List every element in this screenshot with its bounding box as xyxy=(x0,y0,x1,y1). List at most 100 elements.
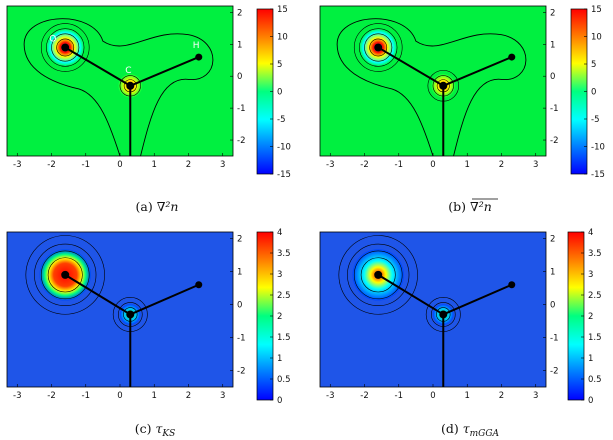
caption: (a) ∇²n xyxy=(136,199,179,214)
contour-line xyxy=(34,243,97,306)
x-tick-label: 3 xyxy=(533,391,538,401)
x-tick-label: 1 xyxy=(465,160,470,170)
colorbar-tick-label: 5 xyxy=(591,60,596,70)
y-tick-label: 2 xyxy=(550,235,555,245)
colorbar-tick-label: 1 xyxy=(588,354,593,364)
zero-contour xyxy=(23,18,214,157)
oxygen-atom xyxy=(61,43,70,52)
bond-line xyxy=(64,274,131,316)
colorbar-tick-label: 1.5 xyxy=(277,333,291,343)
colorbar-tick-label: 0 xyxy=(277,396,282,406)
x-tick-label: 2 xyxy=(499,391,504,401)
colorbar-tick-label: 2.5 xyxy=(588,291,602,301)
zero-contour xyxy=(336,18,527,157)
contour-line xyxy=(359,28,398,67)
carbon-atom xyxy=(126,310,135,319)
colorbar-tick-label: 0 xyxy=(277,88,282,98)
oxygen-atom xyxy=(374,270,383,279)
colorbar-tick-label: 2 xyxy=(588,312,593,322)
colorbar-tick-label: 0 xyxy=(591,88,596,98)
x-tick-label: -3 xyxy=(326,160,334,170)
colorbar-tick-label: 4 xyxy=(277,228,282,238)
y-tick-label: 2 xyxy=(237,235,242,245)
contour-line xyxy=(364,33,393,62)
x-tick-label: 3 xyxy=(533,160,538,170)
panel-c: -3 -2 -1 0 1 2 3 2 1 0 -1 -2 4 3.5 3 2.5 2 1.5 1 0.5 0 (c) τK… xyxy=(6,228,291,439)
colorbar-tick-label: 1.5 xyxy=(588,333,602,343)
x-tick-label: 0 xyxy=(117,160,122,170)
y-tick-label: 2 xyxy=(237,8,242,18)
x-tick-label: 0 xyxy=(117,391,122,401)
contour-line xyxy=(353,23,403,72)
colorbar-tick-label: 3.5 xyxy=(588,249,602,259)
y-tick-label: -2 xyxy=(237,136,245,146)
bond-line xyxy=(64,46,131,87)
y-tick-label: -2 xyxy=(237,367,245,377)
caption: (c) τKS xyxy=(135,421,176,439)
x-tick-label: -3 xyxy=(326,391,334,401)
contour-line xyxy=(56,38,75,57)
x-tick-label: -1 xyxy=(395,160,403,170)
x-tick-label: 3 xyxy=(220,391,225,401)
x-tick-label: 2 xyxy=(499,160,504,170)
caption: (b) ∇²n xyxy=(448,199,492,214)
x-tick-label: 1 xyxy=(465,391,470,401)
y-tick-label: -2 xyxy=(550,367,558,377)
colorbar-tick-label: 1 xyxy=(277,354,282,364)
y-tick-label: 0 xyxy=(550,301,555,311)
label-oxygen: O xyxy=(49,34,56,44)
colorbar-tick-label: 0.5 xyxy=(277,375,291,385)
colorbar-tick-label: 0 xyxy=(588,396,593,406)
panel-d: -3 -2 -1 0 1 2 3 2 1 0 -1 -2 4 3.5 3 2.5 2 1.5 1 0.5 0 (d) τm… xyxy=(319,228,602,439)
contour-line xyxy=(47,257,83,293)
colorbar-tick-label: 10 xyxy=(591,33,602,43)
x-tick-label: -2 xyxy=(47,160,55,170)
x-tick-label: 0 xyxy=(430,160,435,170)
carbon-atom xyxy=(439,310,448,319)
contour-line xyxy=(369,38,388,57)
y-tick-label: -1 xyxy=(237,104,245,114)
x-tick-label: -1 xyxy=(82,391,90,401)
x-tick-label: -3 xyxy=(13,160,21,170)
x-tick-label: 3 xyxy=(220,160,225,170)
colorbar-tick-label: 2.5 xyxy=(277,291,291,301)
contour-line xyxy=(25,235,105,315)
y-tick-label: 1 xyxy=(550,268,555,278)
colorbar-tick-label: 15 xyxy=(277,5,288,15)
y-tick-label: -2 xyxy=(550,136,558,146)
y-tick-label: -1 xyxy=(237,334,245,344)
contour-line xyxy=(360,257,396,293)
contour-line xyxy=(51,33,80,62)
colorbar-tick-label: 5 xyxy=(277,60,282,70)
contour-line xyxy=(40,250,90,300)
contour-line xyxy=(46,28,85,67)
x-tick-label: 1 xyxy=(152,160,157,170)
bond-line xyxy=(442,56,513,87)
contour-line xyxy=(347,243,410,306)
caption: (d) τmGGA xyxy=(441,421,500,439)
bond-line xyxy=(442,283,513,316)
colorbar-tick-label: -5 xyxy=(277,115,285,125)
x-tick-label: -2 xyxy=(360,160,368,170)
x-tick-label: -2 xyxy=(47,391,55,401)
colorbar-tick-label: 15 xyxy=(591,5,602,15)
colorbar-tick-label: 4 xyxy=(588,228,593,238)
bond-line xyxy=(129,56,200,87)
x-tick-label: -2 xyxy=(360,391,368,401)
colorbar-tick-label: 3 xyxy=(588,270,593,280)
x-tick-label: 0 xyxy=(430,391,435,401)
contour-line xyxy=(40,23,90,72)
colorbar-tick-label: -5 xyxy=(591,115,599,125)
hydrogen-atom xyxy=(508,281,516,289)
colorbar-tick-label: 2 xyxy=(277,312,282,322)
y-tick-label: -1 xyxy=(550,334,558,344)
y-tick-label: 1 xyxy=(237,40,242,50)
x-tick-label: 2 xyxy=(186,391,191,401)
oxygen-atom xyxy=(374,43,383,52)
colorbar-tick-label: 3.5 xyxy=(277,249,291,259)
plot-area xyxy=(6,231,234,388)
oxygen-atom xyxy=(61,270,70,279)
y-tick-label: 0 xyxy=(237,72,242,82)
